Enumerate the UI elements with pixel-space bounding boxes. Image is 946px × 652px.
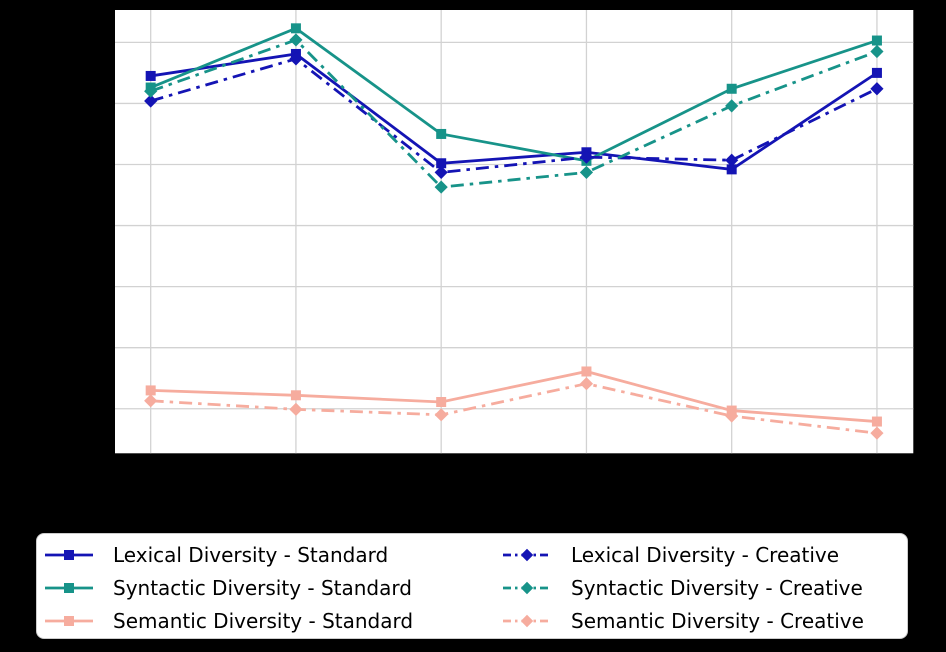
legend-item-label: Syntactic Diversity - Standard bbox=[113, 575, 412, 600]
legend-sample-line bbox=[503, 614, 551, 627]
legend-item: Semantic Diversity - Creative bbox=[502, 604, 907, 637]
legend-sample-line bbox=[45, 549, 93, 560]
legend-sample-line bbox=[503, 548, 551, 561]
legend-item: Semantic Diversity - Standard bbox=[44, 604, 502, 637]
legend-item-label: Lexical Diversity - Creative bbox=[571, 542, 840, 567]
legend-item: Syntactic Diversity - Standard bbox=[44, 571, 502, 604]
legend-item: Syntactic Diversity - Creative bbox=[502, 571, 907, 604]
legend-item: Lexical Diversity - Standard bbox=[44, 538, 502, 571]
legend-item-label: Semantic Diversity - Standard bbox=[113, 608, 414, 633]
legend-sample-line bbox=[503, 581, 551, 594]
legend-item-label: Lexical Diversity - Standard bbox=[113, 542, 389, 567]
legend-item-label: Semantic Diversity - Creative bbox=[571, 608, 864, 633]
legend-sample-line bbox=[45, 615, 93, 626]
legend-sample-line bbox=[45, 582, 93, 593]
legend-item-label: Syntactic Diversity - Creative bbox=[571, 575, 863, 600]
legend: Lexical Diversity - Standard Syntactic D… bbox=[36, 533, 908, 639]
legend-item: Lexical Diversity - Creative bbox=[502, 538, 907, 571]
